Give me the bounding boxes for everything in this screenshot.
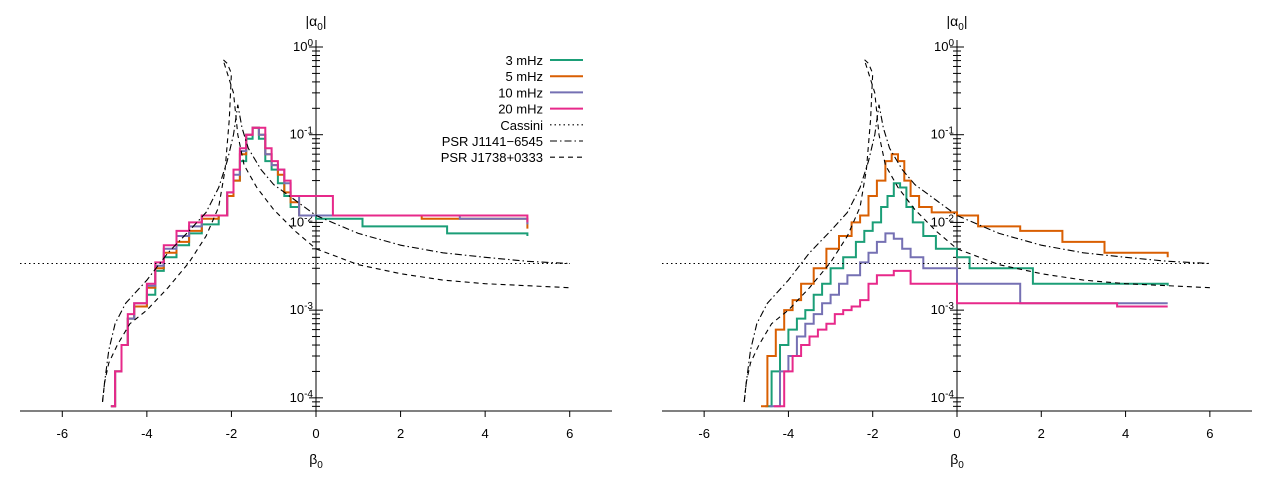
x-tick-label: 0 [312,426,319,441]
x-tick-label: -4 [141,426,153,441]
x-tick-label: -2 [226,426,238,441]
series-psr-j1738-0333 [743,57,1210,402]
y-tick-label: 10-4 [290,389,314,405]
series-psr-j1141-6545 [101,104,570,402]
legend-label: PSR J1738+0333 [441,150,543,165]
y-axis-title: |α0| [306,13,327,33]
x-tick-label: 2 [1038,426,1045,441]
y-tick-label: 10-4 [931,389,955,405]
legend-label: 20 mHz [498,102,543,117]
legend-label: 5 mHz [505,69,543,84]
x-tick-label: -4 [783,426,795,441]
right-panel: -6 -4 -2 0 2 4 6 10-4 10-3 10-2 10-1 100 β0 |α0| [662,13,1252,471]
x-tick-label: 2 [397,426,404,441]
y-tick-label: 10-3 [931,301,955,317]
series-10-mhz [769,232,1168,408]
x-tick-label: -2 [867,426,879,441]
x-axis-title: β0 [950,451,964,471]
x-tick-label: 6 [1206,426,1213,441]
y-axis-title: |α0| [947,13,968,33]
x-tick-label: -6 [57,426,69,441]
legend-label: Cassini [500,118,543,133]
y-tick-label: 10-1 [931,126,955,142]
x-tick-label: 4 [1122,426,1129,441]
y-tick-label: 10-2 [931,213,955,229]
y-tick-label: 100 [293,38,313,54]
series-psr-j1738-0333 [101,57,570,402]
x-tick-label: 4 [482,426,489,441]
y-tick-label: 10-3 [290,301,314,317]
legend-label: PSR J1141−6545 [442,134,543,149]
x-tick-label: -6 [698,426,710,441]
legend-label: 10 mHz [498,85,543,100]
x-tick-label: 6 [566,426,573,441]
legend-label: 3 mHz [505,53,543,68]
y-tick-label: 100 [934,38,954,54]
x-axis-title: β0 [309,451,323,471]
series-psr-j1141-6545 [743,104,1210,402]
series-20-mhz [773,269,1168,408]
x-tick-label: 0 [953,426,960,441]
series-3-mhz [765,182,1169,408]
series-20-mhz [110,126,529,408]
y-tick-label: 10-1 [290,126,314,142]
series-5-mhz [761,153,1169,408]
